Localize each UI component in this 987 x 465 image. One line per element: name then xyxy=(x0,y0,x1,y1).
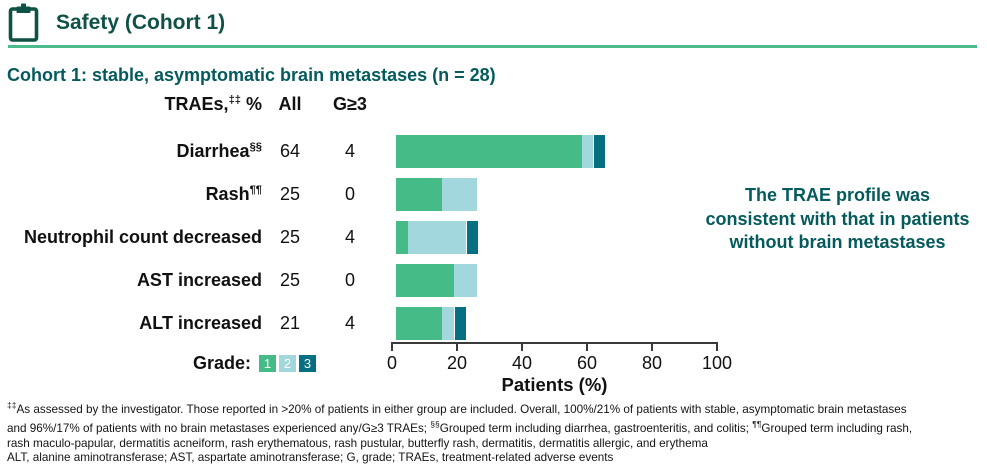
bar-segment-grade-2 xyxy=(442,178,478,211)
annotation-line: consistent with that in patients xyxy=(705,208,970,229)
legend-swatch-grade-1: 1 xyxy=(259,354,276,372)
bar-segment-grade-3 xyxy=(465,221,478,254)
bar-segment-grade-2 xyxy=(442,307,455,340)
bar-segment-grade-2 xyxy=(454,264,478,297)
row-value-g3: 4 xyxy=(344,227,355,247)
bar-segment-grade-1 xyxy=(396,135,582,168)
grade-legend-label: Grade: xyxy=(192,352,251,373)
x-axis-tick xyxy=(521,343,523,351)
table-header-row: TRAEs,‡‡ % All G≥3 xyxy=(0,92,382,116)
x-axis-tick xyxy=(651,343,653,351)
annotation-line: without brain metastases xyxy=(729,232,946,252)
table-row: Rash¶¶ 25 0 xyxy=(0,178,721,211)
x-axis-line xyxy=(391,342,718,344)
bar-segment-grade-2 xyxy=(581,135,594,168)
x-axis-tick-label: 20 xyxy=(446,353,468,373)
x-axis-tick-label: 40 xyxy=(511,353,533,373)
header-divider xyxy=(8,45,977,48)
footnote-line: and 96%/17% of patients with no brain me… xyxy=(7,419,913,436)
bar-segment-grade-1 xyxy=(396,307,443,340)
x-axis-tick-label: 80 xyxy=(641,353,663,373)
clipboard-icon xyxy=(8,3,39,48)
row-value-g3: 0 xyxy=(344,184,355,204)
row-label-alt: ALT increased xyxy=(139,313,262,333)
row-value-all: 64 xyxy=(279,141,301,161)
row-value-all: 25 xyxy=(279,227,301,247)
x-axis-tick xyxy=(586,343,588,351)
row-value-all: 25 xyxy=(279,270,301,290)
table-row: Diarrhea§§ 64 4 xyxy=(0,135,721,168)
bar-segment-grade-1 xyxy=(396,178,443,211)
row-label-ast: AST increased xyxy=(136,270,262,290)
bar-neutrophil xyxy=(396,221,721,254)
column-header-traes: TRAEs,‡‡ % xyxy=(164,93,262,114)
x-axis-tick xyxy=(391,343,393,351)
annotation-line: The TRAE profile was xyxy=(744,185,931,205)
x-axis-tick xyxy=(716,343,718,351)
column-header-g3: G≥3 xyxy=(333,93,367,114)
trae-annotation: The TRAE profile was consistent with tha… xyxy=(690,184,985,255)
footnote-line: rash maculo-papular, dermatitis acneifor… xyxy=(7,436,708,450)
column-header-all: All xyxy=(278,93,302,114)
row-value-all: 25 xyxy=(279,184,301,204)
cohort-subtitle: Cohort 1: stable, asymptomatic brain met… xyxy=(7,65,496,85)
footnotes: ‡‡As assessed by the investigator. Those… xyxy=(7,398,983,465)
row-value-g3: 4 xyxy=(344,141,355,161)
bar-segment-grade-1 xyxy=(396,221,408,254)
bar-alt xyxy=(396,307,721,340)
x-axis-tick xyxy=(456,343,458,351)
legend-swatch-grade-2: 2 xyxy=(279,354,296,372)
row-label-rash: Rash¶¶ xyxy=(205,184,262,204)
bar-diarrhea xyxy=(396,135,721,168)
footnote-line: ‡‡As assessed by the investigator. Those… xyxy=(7,400,907,416)
table-row: AST increased 25 0 xyxy=(0,264,721,297)
bar-segment-grade-2 xyxy=(407,221,466,254)
row-value-g3: 4 xyxy=(344,313,355,333)
table-row: Neutrophil count decreased 25 4 xyxy=(0,221,721,254)
x-axis-title: Patients (%) xyxy=(501,374,608,395)
page-title: Safety (Cohort 1) xyxy=(56,11,226,34)
x-axis: Patients (%) 0 20 40 60 80 100 xyxy=(387,342,732,400)
legend-swatch-grade-3: 3 xyxy=(299,354,316,372)
row-label-neutrophil: Neutrophil count decreased xyxy=(23,227,262,247)
x-axis-tick-label: 100 xyxy=(701,353,733,373)
bar-segment-grade-1 xyxy=(396,264,455,297)
x-axis-tick-label: 60 xyxy=(576,353,598,373)
bar-ast xyxy=(396,264,721,297)
bar-segment-grade-3 xyxy=(454,307,466,340)
table-row: ALT increased 21 4 xyxy=(0,307,721,340)
row-value-all: 21 xyxy=(279,313,301,333)
row-value-g3: 0 xyxy=(344,270,355,290)
footnote-line: ALT, alanine aminotransferase; AST, aspa… xyxy=(7,451,614,464)
x-axis-tick-label: 0 xyxy=(386,353,398,373)
bar-segment-grade-3 xyxy=(593,135,605,168)
row-label-diarrhea: Diarrhea§§ xyxy=(176,141,262,161)
bar-rash xyxy=(396,178,721,211)
